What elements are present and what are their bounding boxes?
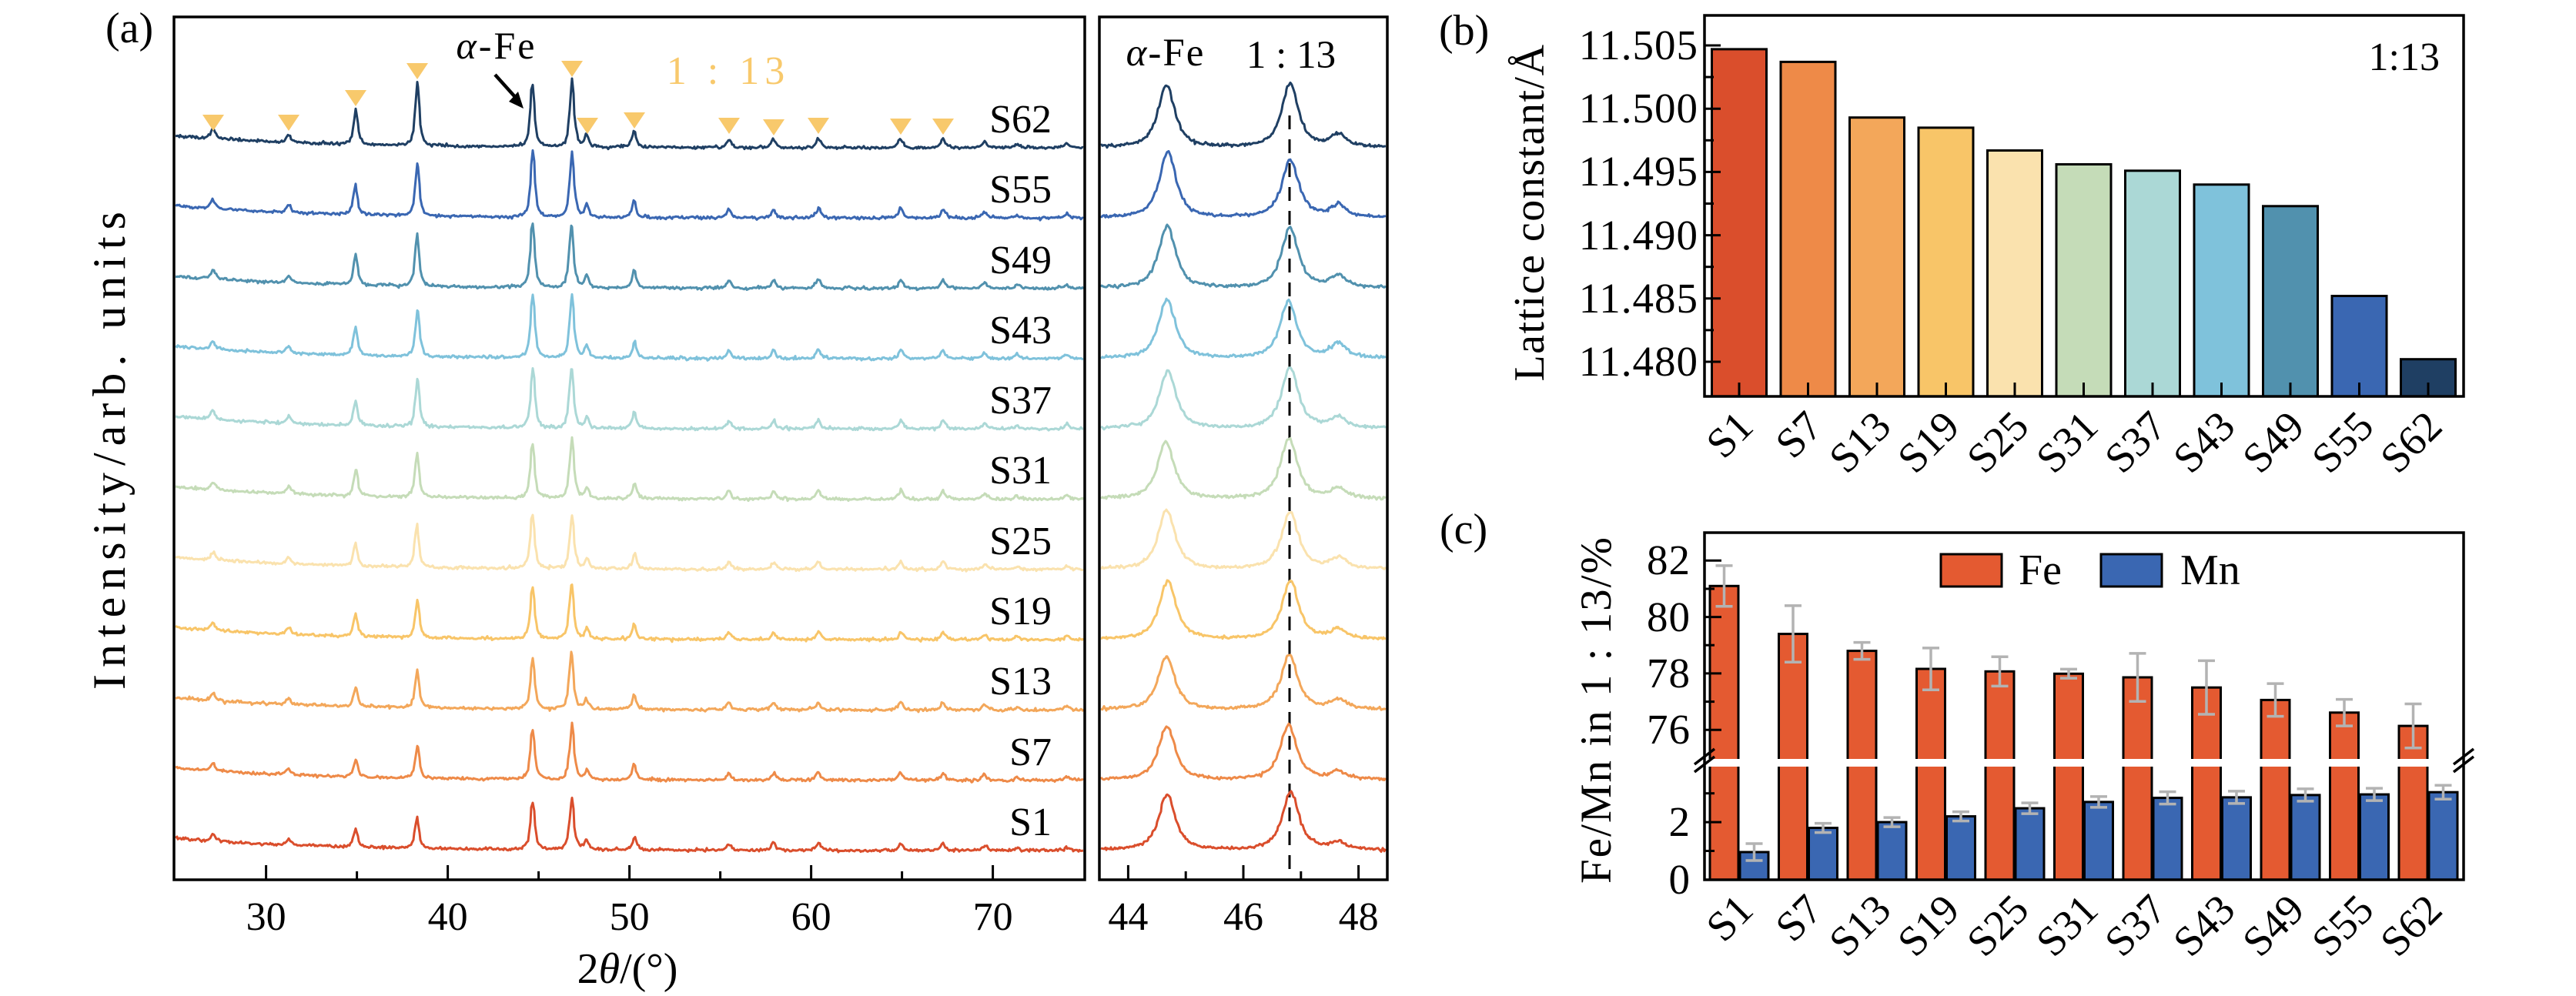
svg-text:S19: S19 — [989, 590, 1052, 633]
svg-text:82: 82 — [1647, 536, 1691, 583]
svg-text:46: 46 — [1223, 895, 1263, 939]
svg-text:11.505: 11.505 — [1579, 22, 1698, 69]
svg-text:11.480: 11.480 — [1579, 338, 1698, 385]
svg-text:2: 2 — [1669, 798, 1691, 845]
svg-text:11.500: 11.500 — [1579, 85, 1698, 132]
svg-text:S31: S31 — [989, 449, 1052, 493]
svg-text:30: 30 — [246, 895, 286, 939]
svg-text:50: 50 — [610, 895, 650, 939]
svg-text:S43: S43 — [989, 309, 1052, 353]
svg-text:70: 70 — [973, 895, 1013, 939]
svg-text:S37: S37 — [989, 379, 1052, 423]
svg-text:S55: S55 — [989, 168, 1052, 212]
svg-text:11.495: 11.495 — [1579, 148, 1698, 195]
svg-text:11.490: 11.490 — [1579, 212, 1698, 259]
svg-text:(c): (c) — [1440, 506, 1487, 553]
svg-text:Fe/Mn in 1 : 13/%: Fe/Mn in 1 : 13/% — [1572, 536, 1621, 884]
svg-text:S7: S7 — [1009, 730, 1052, 774]
svg-text:Mn: Mn — [2180, 546, 2240, 594]
svg-text:2θ/(°): 2θ/(°) — [577, 945, 678, 993]
svg-text:80: 80 — [1647, 593, 1691, 640]
svg-text:76: 76 — [1647, 706, 1691, 753]
svg-text:S25: S25 — [989, 520, 1052, 563]
svg-text:S1: S1 — [1009, 800, 1052, 844]
svg-text:α-Fe: α-Fe — [1126, 32, 1206, 75]
svg-text:11.485: 11.485 — [1579, 275, 1698, 322]
svg-text:(b): (b) — [1439, 7, 1489, 55]
svg-text:S62: S62 — [989, 98, 1052, 142]
svg-text:Intensity/arb. units: Intensity/arb. units — [84, 205, 135, 690]
svg-text:40: 40 — [428, 895, 468, 939]
svg-text:1 : 13: 1 : 13 — [667, 49, 790, 93]
svg-text:(a): (a) — [105, 5, 153, 52]
svg-text:0: 0 — [1669, 856, 1691, 903]
svg-text:78: 78 — [1647, 650, 1691, 697]
svg-text:60: 60 — [791, 895, 831, 939]
svg-text:S13: S13 — [989, 660, 1052, 704]
svg-text:α-Fe: α-Fe — [457, 24, 537, 67]
svg-text:Fe: Fe — [2019, 546, 2062, 594]
svg-text:S49: S49 — [989, 239, 1052, 282]
svg-text:Lattice constant/Å: Lattice constant/Å — [1506, 43, 1554, 381]
svg-text:44: 44 — [1108, 895, 1148, 939]
svg-text:1:13: 1:13 — [2369, 35, 2440, 79]
svg-text:1 : 13: 1 : 13 — [1246, 34, 1336, 77]
svg-text:48: 48 — [1339, 895, 1379, 939]
